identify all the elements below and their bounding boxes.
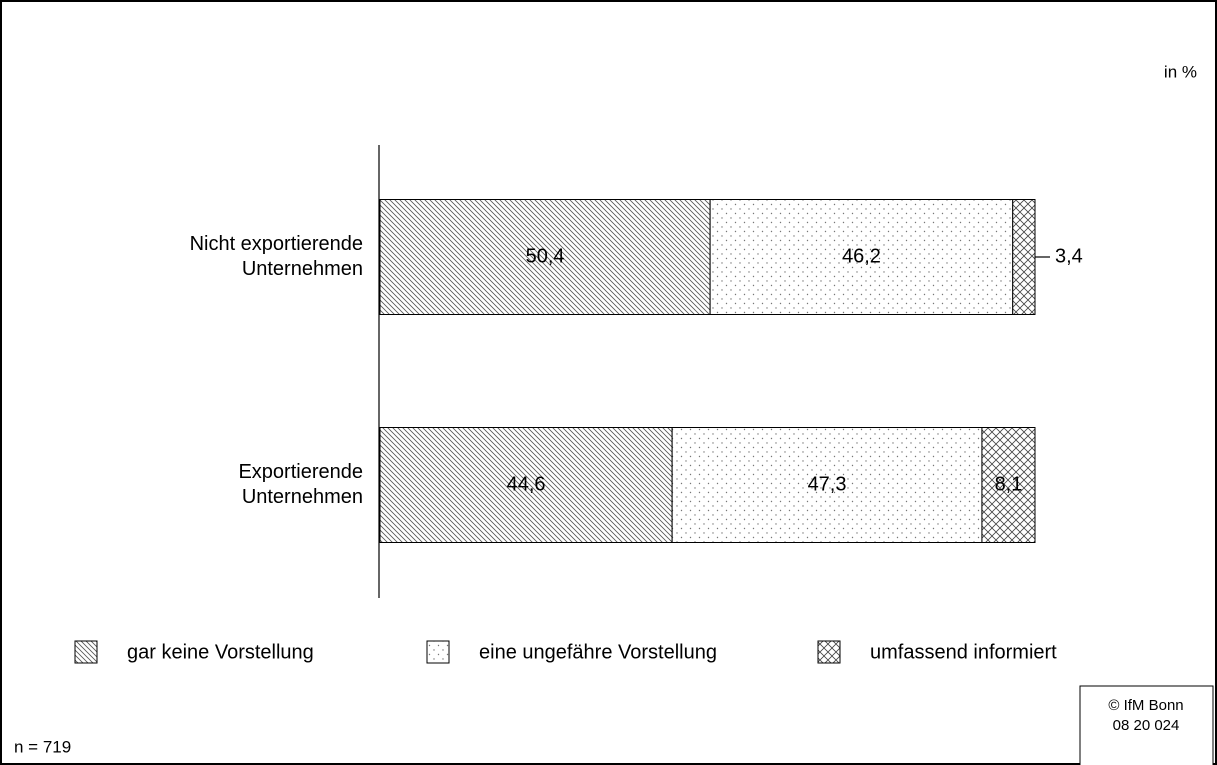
data-label: 46,2	[842, 245, 881, 267]
legend-label: umfassend informiert	[870, 641, 1057, 663]
data-label: 47,3	[808, 473, 847, 495]
note: n = 719	[14, 737, 71, 756]
data-label: 8,1	[995, 473, 1023, 495]
data-label: 44,6	[507, 473, 546, 495]
source-line: 08 20 024	[1113, 717, 1180, 734]
bar-segment	[379, 199, 711, 315]
legend-swatch	[817, 640, 841, 664]
bar-segment	[981, 427, 1036, 543]
legend-swatch	[426, 640, 450, 664]
source-line: © IfM Bonn	[1108, 697, 1183, 714]
data-label: 50,4	[526, 245, 565, 267]
category-label: Nicht exportierende Unternehmen	[189, 233, 363, 280]
bar-segment	[671, 427, 983, 543]
data-label: 3,4	[1055, 245, 1083, 267]
legend-label: eine ungefähre Vorstellung	[479, 641, 717, 663]
legend-label: gar keine Vorstellung	[127, 641, 314, 663]
source-box	[1079, 685, 1214, 765]
bar-segment	[1012, 199, 1036, 315]
category-label: Exportierende Unternehmen	[238, 461, 363, 508]
bar-segment	[379, 427, 673, 543]
unit-label: in %	[1164, 62, 1197, 81]
bar-segment	[709, 199, 1014, 315]
legend-swatch	[74, 640, 98, 664]
